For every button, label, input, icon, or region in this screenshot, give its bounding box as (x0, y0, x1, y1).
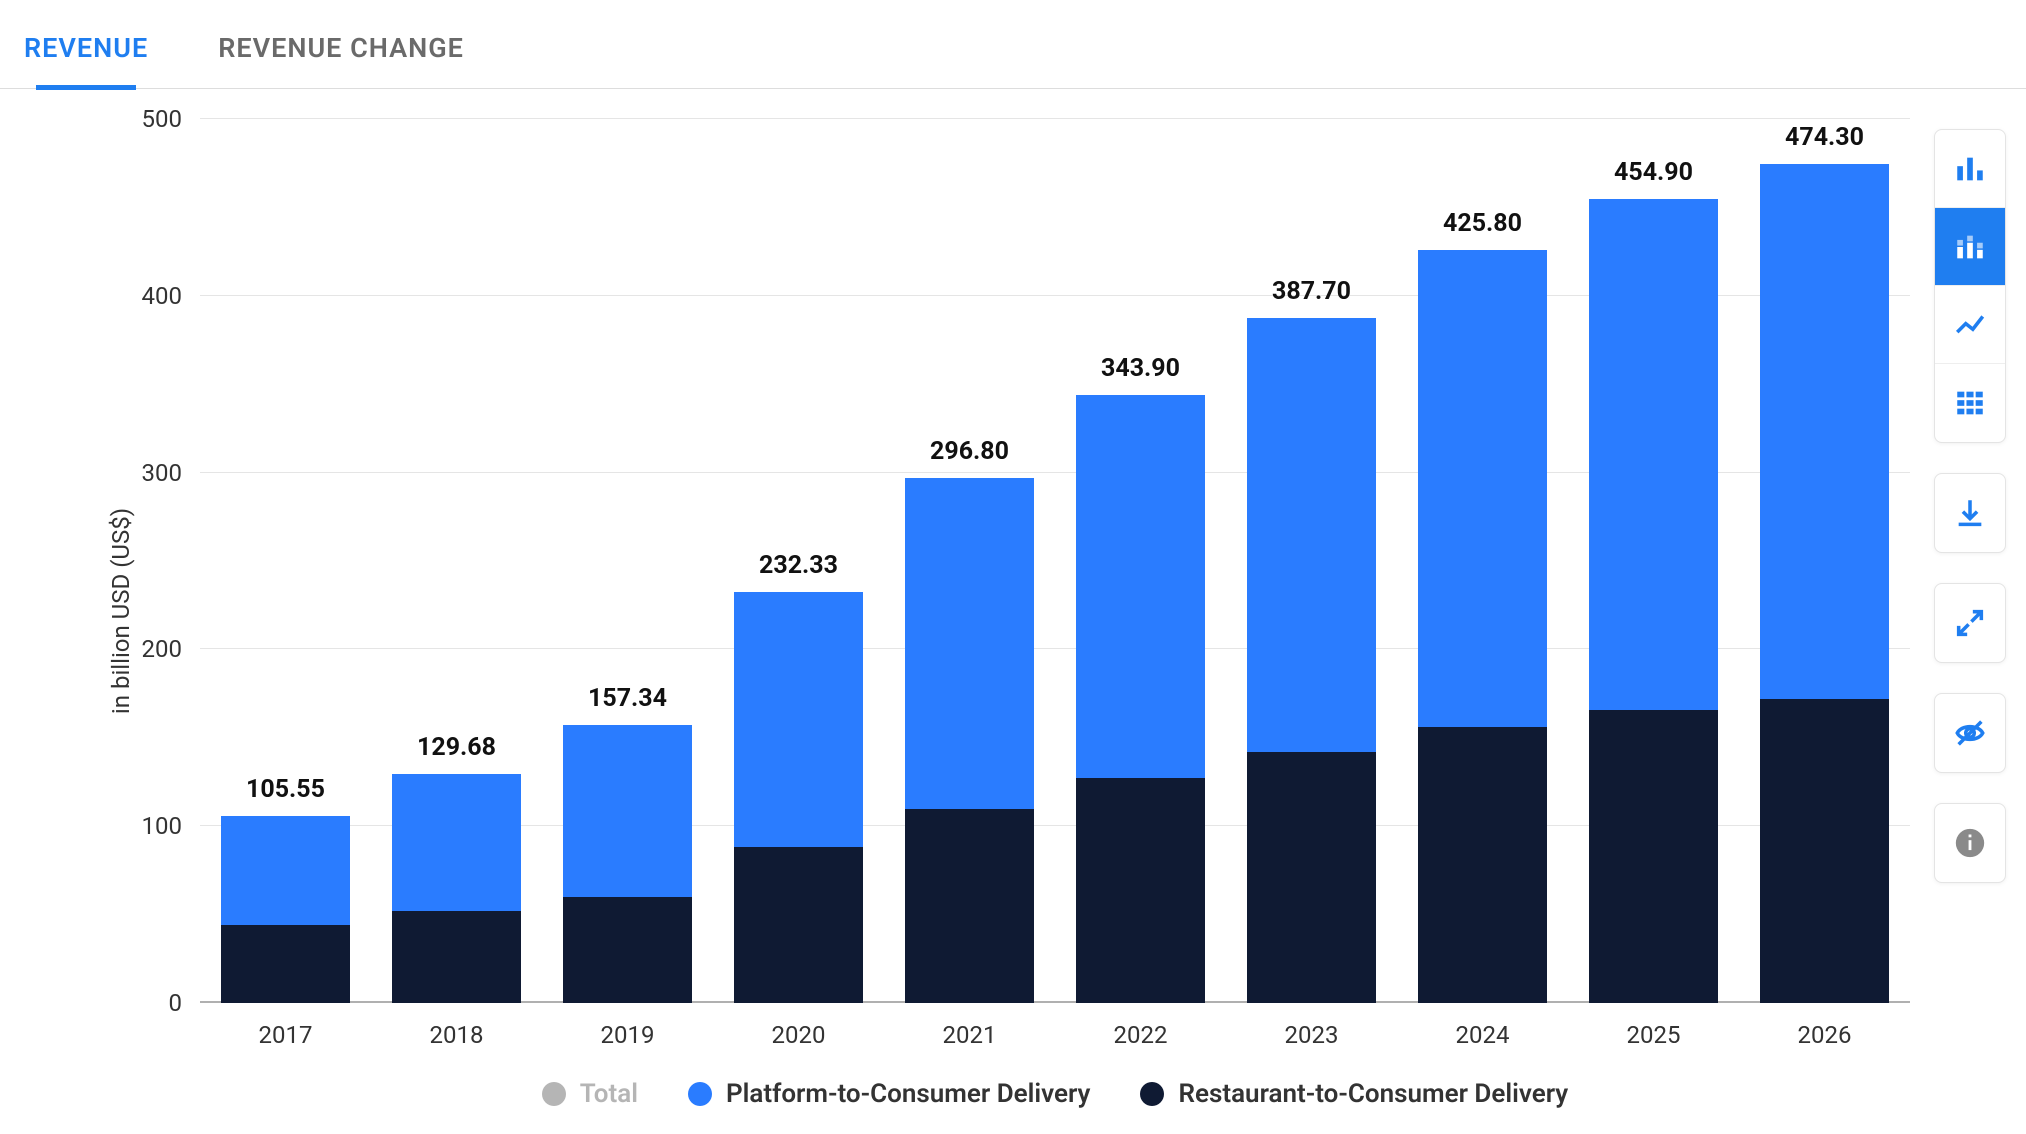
bar-segment[interactable] (1247, 318, 1377, 752)
legend-item[interactable]: Platform-to-Consumer Delivery (688, 1079, 1091, 1109)
bar-segment[interactable] (1418, 250, 1548, 727)
bar-total-label: 129.68 (417, 733, 496, 762)
bar-segment[interactable] (1076, 395, 1206, 778)
legend-label: Platform-to-Consumer Delivery (726, 1079, 1091, 1109)
bar-segment[interactable] (1589, 199, 1719, 710)
bar-slot: 296.802021 (884, 119, 1055, 1003)
y-tick-label: 300 (130, 459, 200, 487)
main-area: in billion USD (US$) 0100200300400500105… (0, 89, 2026, 1133)
x-tick-label: 2017 (259, 1003, 313, 1049)
x-tick-label: 2020 (772, 1003, 826, 1049)
legend-item[interactable]: Restaurant-to-Consumer Delivery (1140, 1079, 1568, 1109)
bar-total-label: 157.34 (588, 684, 667, 713)
bar-slot: 387.702023 (1226, 119, 1397, 1003)
legend-swatch (688, 1082, 712, 1106)
bar-total-label: 105.55 (246, 775, 325, 804)
x-tick-label: 2026 (1798, 1003, 1852, 1049)
bar-segment[interactable] (1760, 164, 1890, 698)
bar-segment[interactable] (1418, 727, 1548, 1003)
bar-stack[interactable] (734, 592, 864, 1003)
bar-total-label: 296.80 (930, 437, 1009, 466)
bar-stack[interactable] (221, 816, 351, 1003)
bar-segment[interactable] (392, 774, 522, 911)
bar-segment[interactable] (734, 847, 864, 1003)
bar-slot: 454.902025 (1568, 119, 1739, 1003)
bar-segment[interactable] (221, 925, 351, 1003)
legend-swatch (1140, 1082, 1164, 1106)
bar-total-label: 343.90 (1101, 354, 1180, 383)
y-tick-label: 500 (130, 105, 200, 133)
bar-segment[interactable] (563, 897, 693, 1003)
bar-total-label: 454.90 (1614, 158, 1693, 187)
x-tick-label: 2025 (1627, 1003, 1681, 1049)
info-icon[interactable] (1935, 804, 2005, 882)
expand-icon[interactable] (1935, 584, 2005, 662)
bar-stack[interactable] (1076, 395, 1206, 1003)
bar-slot: 157.342019 (542, 119, 713, 1003)
bar-slot: 425.802024 (1397, 119, 1568, 1003)
bar-segment[interactable] (563, 725, 693, 897)
bar-segment[interactable] (1247, 752, 1377, 1003)
bar-slot: 232.332020 (713, 119, 884, 1003)
tab-revenue[interactable]: REVENUE (24, 20, 148, 88)
legend-label: Restaurant-to-Consumer Delivery (1178, 1079, 1568, 1109)
legend-label: Total (580, 1079, 638, 1109)
x-tick-label: 2018 (430, 1003, 484, 1049)
bar-segment[interactable] (905, 478, 1035, 808)
chart-container: in billion USD (US$) 0100200300400500105… (0, 89, 1930, 1133)
y-tick-label: 100 (130, 812, 200, 840)
bar-stack[interactable] (563, 725, 693, 1003)
bar-segment[interactable] (392, 911, 522, 1003)
bar-stack[interactable] (1247, 318, 1377, 1003)
bar-chart-icon[interactable] (1935, 130, 2005, 208)
tabs-bar: REVENUE REVENUE CHANGE (0, 0, 2026, 89)
toolbar-group (1934, 583, 2006, 663)
table-icon[interactable] (1935, 364, 2005, 442)
bar-slot: 105.552017 (200, 119, 371, 1003)
bar-segment[interactable] (1076, 778, 1206, 1003)
bars-container: 105.552017129.682018157.342019232.332020… (200, 119, 1910, 1003)
x-tick-label: 2021 (943, 1003, 997, 1049)
bar-stack[interactable] (905, 478, 1035, 1003)
bar-segment[interactable] (905, 809, 1035, 1003)
bar-stack[interactable] (1760, 164, 1890, 1003)
bar-segment[interactable] (1589, 710, 1719, 1003)
bar-stack[interactable] (1589, 199, 1719, 1003)
tab-revenue-change[interactable]: REVENUE CHANGE (218, 20, 464, 88)
x-tick-label: 2023 (1285, 1003, 1339, 1049)
toolbar-group (1934, 693, 2006, 773)
y-tick-label: 400 (130, 282, 200, 310)
x-tick-label: 2024 (1456, 1003, 1510, 1049)
legend-swatch (542, 1082, 566, 1106)
legend: Total Platform-to-Consumer Delivery Restau… (200, 1079, 1910, 1109)
bar-segment[interactable] (734, 592, 864, 847)
stacked-bar-icon[interactable] (1935, 208, 2005, 286)
bar-total-label: 474.30 (1785, 123, 1864, 152)
bar-slot: 474.302026 (1739, 119, 1910, 1003)
toolbar-group (1934, 129, 2006, 443)
bar-total-label: 387.70 (1272, 277, 1351, 306)
toolbar-group (1934, 473, 2006, 553)
y-axis-label: in billion USD (US$) (107, 508, 135, 714)
x-tick-label: 2022 (1114, 1003, 1168, 1049)
bar-slot: 129.682018 (371, 119, 542, 1003)
y-tick-label: 200 (130, 635, 200, 663)
bar-slot: 343.902022 (1055, 119, 1226, 1003)
bar-segment[interactable] (1760, 699, 1890, 1003)
line-chart-icon[interactable] (1935, 286, 2005, 364)
bar-stack[interactable] (392, 774, 522, 1003)
bar-segment[interactable] (221, 816, 351, 925)
bar-total-label: 232.33 (759, 551, 838, 580)
bar-stack[interactable] (1418, 250, 1548, 1003)
bar-total-label: 425.80 (1443, 209, 1522, 238)
legend-item[interactable]: Total (542, 1079, 638, 1109)
download-icon[interactable] (1935, 474, 2005, 552)
x-tick-label: 2019 (601, 1003, 655, 1049)
toolbar-group (1934, 803, 2006, 883)
chart-toolbar (1930, 89, 2026, 1133)
hide-icon[interactable] (1935, 694, 2005, 772)
y-tick-label: 0 (130, 989, 200, 1017)
plot-area: 0100200300400500105.552017129.682018157.… (200, 119, 1910, 1003)
